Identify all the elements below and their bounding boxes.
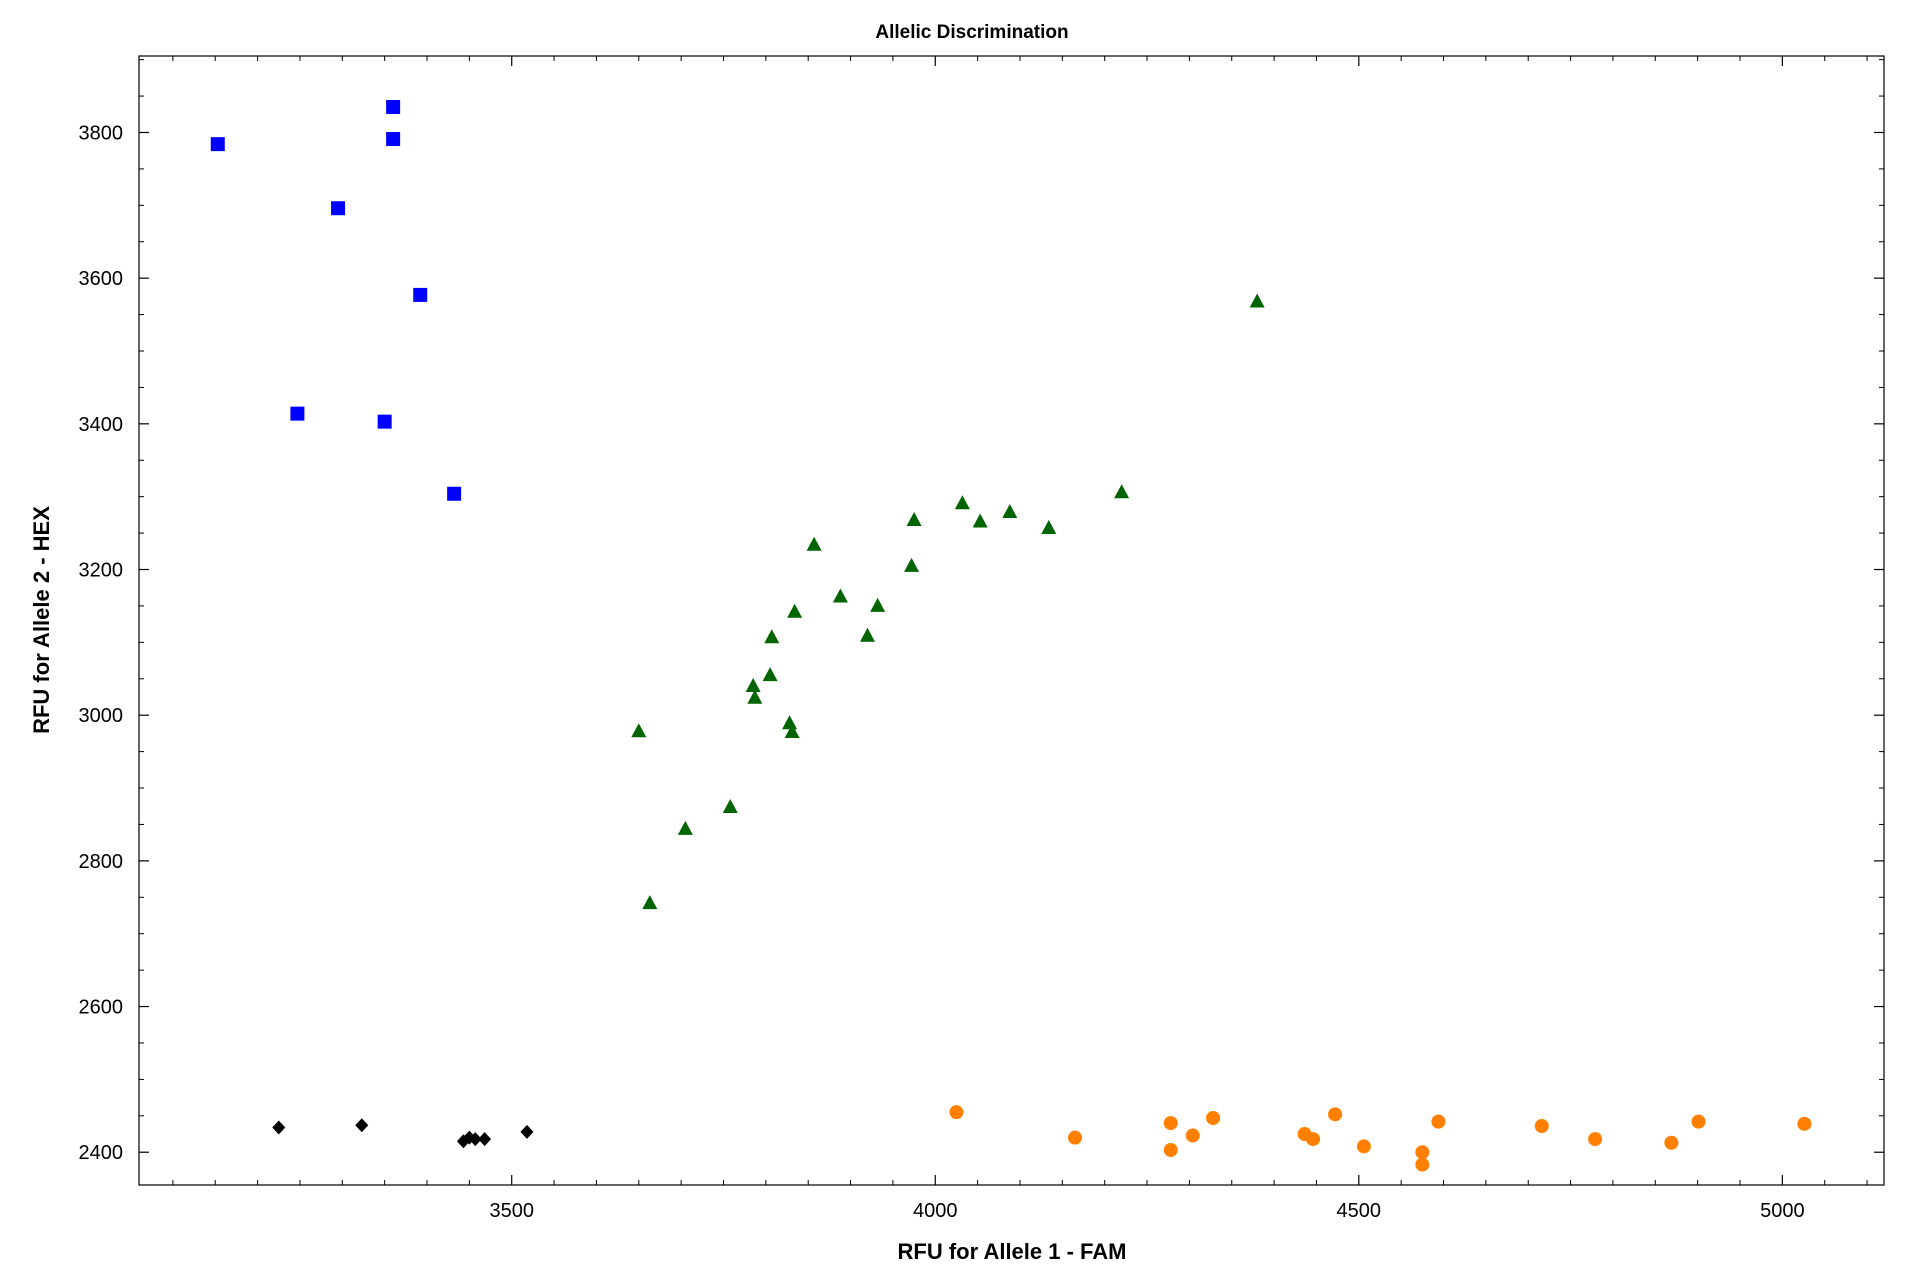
data-point-triangle	[764, 629, 780, 644]
data-point-triangle	[787, 603, 803, 618]
data-point-triangle	[784, 723, 800, 738]
data-point-triangle	[745, 678, 761, 693]
plot-frame	[138, 55, 1885, 1186]
data-point-square	[210, 137, 225, 152]
chart-title: Allelic Discrimination	[875, 22, 1068, 43]
y-tick-label: 2800	[79, 851, 124, 873]
data-point-square	[331, 201, 346, 216]
data-point-diamond	[520, 1124, 534, 1139]
data-point-circle	[1664, 1135, 1679, 1150]
data-point-square	[290, 406, 305, 421]
x-tick-label: 4000	[913, 1200, 958, 1222]
y-tick-label: 3600	[79, 268, 124, 290]
data-point-circle	[1797, 1116, 1812, 1131]
data-point-square	[413, 287, 428, 302]
data-point-triangle	[677, 820, 693, 835]
data-point-circle	[1534, 1119, 1549, 1134]
data-point-diamond	[468, 1132, 482, 1147]
data-point-triangle	[859, 627, 875, 642]
data-point-circle	[1206, 1110, 1221, 1125]
data-point-triangle	[722, 798, 738, 813]
data-point-circle	[1415, 1157, 1430, 1172]
data-point-circle	[1306, 1132, 1321, 1147]
data-point-triangle	[904, 557, 920, 572]
data-point-circle	[1691, 1114, 1706, 1129]
data-point-circle	[1328, 1107, 1343, 1122]
data-point-triangle	[832, 588, 848, 603]
axis-ticks	[139, 56, 1884, 1185]
data-point-triangle	[1041, 519, 1057, 534]
x-tick-label: 3500	[489, 1200, 534, 1222]
y-axis-label: RFU for Allele 2 - HEX	[29, 506, 54, 734]
data-point-triangle	[1249, 293, 1265, 308]
data-point-circle	[1163, 1143, 1178, 1158]
data-point-triangle	[747, 689, 763, 704]
data-point-square	[386, 132, 401, 147]
data-point-circle	[1431, 1114, 1446, 1129]
data-point-circle	[1356, 1139, 1371, 1154]
data-point-triangle	[762, 667, 778, 682]
x-tick-label: 5000	[1760, 1200, 1805, 1222]
data-point-square	[377, 414, 392, 429]
data-point-triangle	[972, 513, 988, 528]
data-point-triangle	[782, 715, 798, 730]
data-point-circle	[1163, 1116, 1178, 1131]
data-point-square	[447, 486, 462, 501]
y-tick-label: 3400	[79, 414, 124, 436]
data-point-circle	[1068, 1130, 1083, 1145]
data-point-circle	[1185, 1128, 1200, 1143]
data-point-triangle	[1002, 503, 1018, 518]
data-points	[210, 99, 1812, 1172]
data-point-triangle	[642, 895, 658, 910]
data-point-triangle	[954, 495, 970, 510]
data-point-triangle	[806, 536, 822, 551]
y-tick-label: 2400	[79, 1142, 124, 1164]
data-point-circle	[1415, 1145, 1430, 1160]
data-point-triangle	[631, 723, 647, 738]
y-tick-label: 3000	[79, 705, 124, 727]
data-point-diamond	[272, 1120, 286, 1135]
data-point-circle	[1588, 1132, 1603, 1147]
data-point-circle	[949, 1105, 964, 1120]
data-point-square	[386, 99, 401, 114]
data-point-triangle	[906, 511, 922, 526]
axis-tick-labels: 3500 4000 4500 5000 2400 2600 2800 3000 3200 3400…	[79, 122, 1805, 1222]
data-point-diamond	[355, 1118, 369, 1133]
data-point-triangle	[1114, 484, 1130, 499]
y-tick-label: 2600	[79, 997, 124, 1019]
data-point-diamond	[478, 1132, 492, 1147]
y-tick-label: 3200	[79, 560, 124, 582]
x-axis-label: RFU for Allele 1 - FAM	[898, 1239, 1127, 1264]
data-point-triangle	[870, 597, 886, 612]
x-tick-label: 4500	[1337, 1200, 1382, 1222]
y-tick-label: 3800	[79, 122, 124, 144]
